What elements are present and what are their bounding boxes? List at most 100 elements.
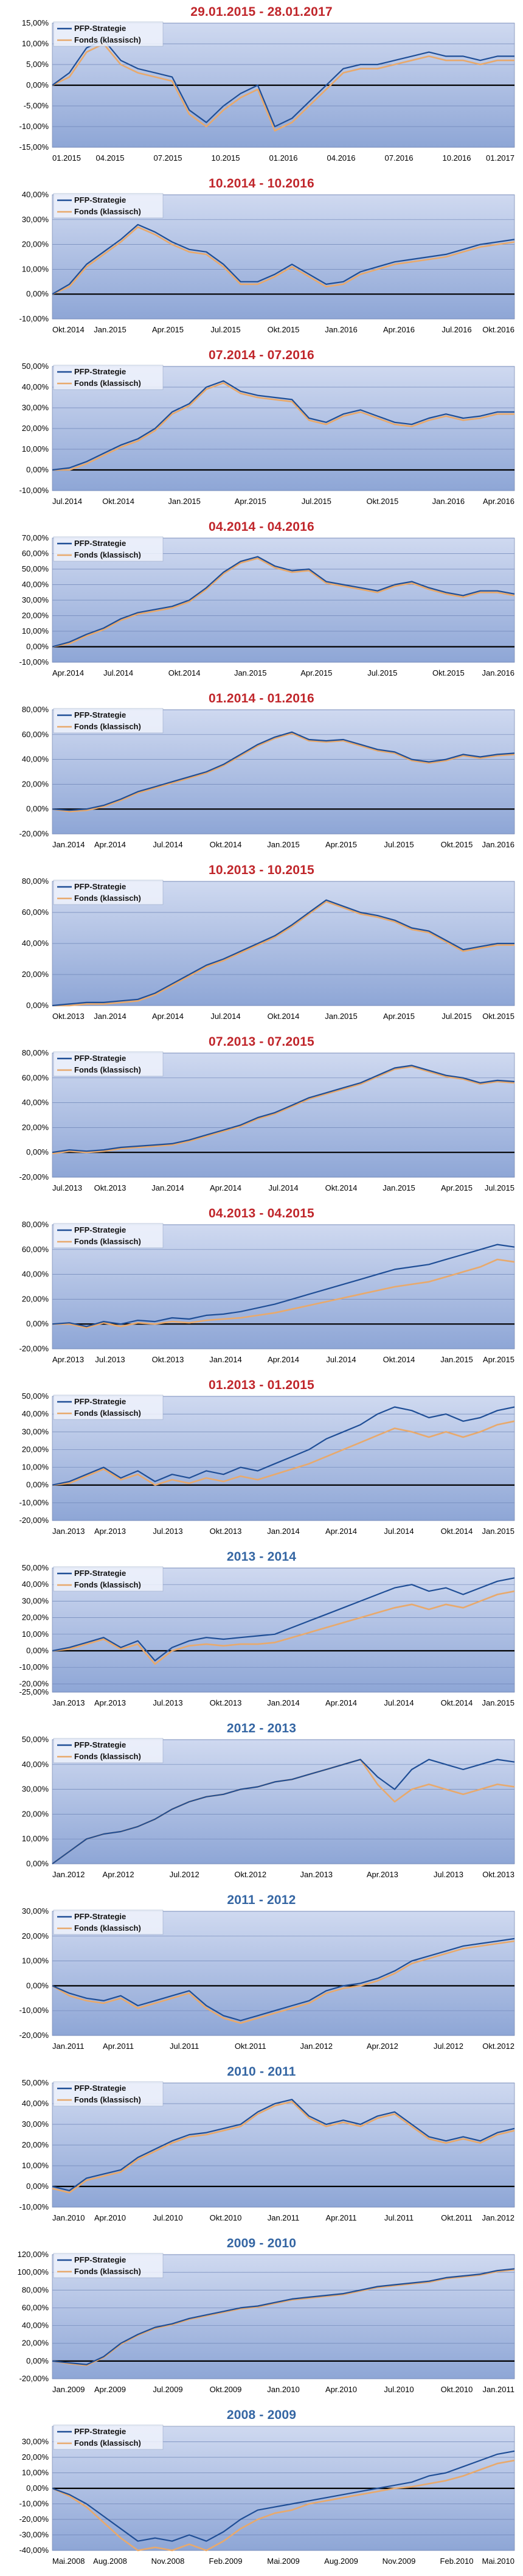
chart-panel: 2009 - 2010 120,00% 100,00% 80,00% 60,00% 40,…	[0, 2231, 523, 2403]
legend-label-fonds: Fonds (klassisch)	[74, 2267, 141, 2276]
x-tick-label: Jan.2011	[52, 2042, 85, 2051]
line-chart: 30,00% 20,00% 10,00% 0,00% -10,00% -20,00% -30…	[19, 2424, 515, 2566]
y-tick-label: 10,00%	[22, 2468, 49, 2477]
x-tick-label: Jul.2014	[384, 1698, 414, 1707]
legend: PFP-Strategie Fonds (klassisch)	[53, 1395, 164, 1420]
legend-label-pfp: PFP-Strategie	[74, 1912, 126, 1921]
x-tick-label: Apr.2015	[300, 668, 332, 677]
line-chart: 80,00%60,00%40,00%20,00%0,00%-20,00%Jul.…	[19, 1048, 515, 1192]
x-tick-label: Jul.2016	[442, 325, 471, 334]
y-tick-label: -10,00%	[19, 1662, 49, 1671]
x-tick-label: Okt.2013	[210, 1698, 242, 1707]
y-tick-label: -40,00%	[19, 2546, 49, 2555]
y-tick-label: 30,00%	[22, 215, 49, 224]
chart-title: 2008 - 2009	[226, 2408, 297, 2422]
x-tick-label: Jul.2014	[326, 1355, 356, 1364]
x-tick-label: Apr.2013	[94, 1527, 126, 1536]
line-chart: 80,00% 60,00% 40,00% 20,00% 0,00%Okt.2013 Jan…	[22, 877, 515, 1021]
x-tick-label: Jan.2015	[267, 840, 300, 849]
x-tick-label: Jul.2015	[485, 1183, 514, 1192]
y-tick-label: 20,00%	[22, 1809, 49, 1818]
chart-title: 07.2013 - 07.2015	[209, 1035, 314, 1049]
pfp-series-line	[52, 2450, 515, 2542]
y-tick-label: 30,00%	[22, 595, 49, 604]
y-tick-label: 20,00%	[22, 611, 49, 620]
x-tick-label: Jan.2013	[300, 1870, 333, 1879]
y-tick-label: -5,00%	[24, 101, 49, 110]
y-tick-label: 10,00%	[22, 626, 49, 635]
y-tick-label: 30,00%	[22, 1427, 49, 1436]
chart-panel: 10.2013 - 10.2015 80,00% 60,00% 40,00% 20,00…	[0, 858, 523, 1030]
x-tick-label: Jan.2014	[151, 1183, 184, 1192]
pfp-series-line	[52, 731, 515, 811]
fonds-series-line	[52, 557, 515, 648]
x-tick-label: Jul.2012	[170, 1870, 199, 1879]
y-tick-label: 0,00%	[26, 1859, 49, 1868]
x-tick-label: Okt.2014	[441, 1527, 473, 1536]
x-tick-label: Jan.2014	[209, 1355, 242, 1364]
fonds-series-line	[52, 382, 514, 471]
x-tick-label: Apr.2014	[152, 1012, 184, 1021]
chart-panel: 2010 - 2011 50,00% 40,00% 30,00% 20,00% 10,00…	[0, 2060, 523, 2231]
y-tick-label: 80,00%	[22, 2285, 49, 2294]
y-tick-label: 80,00%	[22, 877, 49, 886]
x-tick-label: Jul.2014	[103, 668, 133, 677]
x-tick-label: Jul.2014	[52, 497, 82, 506]
y-tick-label: 50,00%	[22, 2078, 49, 2087]
chart-title: 2010 - 2011	[227, 2065, 296, 2079]
y-tick-label: -20,00%	[19, 1172, 49, 1181]
y-tick-label: 0,00%	[26, 1147, 49, 1157]
x-tick-label: Jul.2013	[95, 1355, 125, 1364]
y-tick-label: 40,00%	[22, 1760, 49, 1769]
x-tick-label: 01.2015	[52, 153, 81, 163]
x-tick-label: Okt.2015	[432, 668, 465, 677]
legend-label-pfp: PFP-Strategie	[74, 539, 126, 548]
legend-label-pfp: PFP-Strategie	[74, 24, 126, 33]
y-tick-label: 0,00%	[26, 2356, 49, 2365]
x-tick-label: Feb.2009	[209, 2557, 243, 2566]
chart-title: 2012 - 2013	[226, 1721, 297, 1735]
x-tick-label: Jan.2010	[267, 2385, 300, 2394]
x-tick-label: Jan.2015	[383, 1183, 415, 1192]
x-tick-label: Okt.2014	[102, 497, 134, 506]
x-tick-label: Jan.2011	[268, 2213, 300, 2222]
y-tick-label: 40,00%	[22, 755, 49, 764]
x-tick-label: Jan.2014	[267, 1698, 300, 1707]
x-tick-label: Apr.2016	[383, 325, 415, 334]
x-tick-label: Jan.2015	[440, 1355, 473, 1364]
x-tick-label: Apr.2013	[52, 1355, 84, 1364]
chart-panel: 2012 - 2013 50,00% 40,00% 30,00% 20,00% 10,00…	[0, 1717, 523, 1888]
chart-title: 2013 - 2014	[226, 1550, 297, 1564]
fonds-series-line	[52, 2101, 515, 2194]
y-tick-label: 0,00%	[26, 80, 49, 89]
y-tick-label: -20,00%	[19, 2374, 49, 2383]
y-tick-label: 100,00%	[18, 2267, 49, 2277]
fonds-series-line	[52, 732, 515, 813]
x-tick-label: Okt.2014	[383, 1355, 415, 1364]
x-tick-label: Jan.2016	[482, 668, 515, 677]
x-tick-label: Apr.2015	[325, 840, 357, 849]
x-tick-label: Jul.2014	[210, 1012, 240, 1021]
pfp-series-line	[52, 2268, 515, 2365]
x-tick-label: Jul.2013	[153, 1527, 182, 1536]
legend-label-fonds: Fonds (klassisch)	[74, 550, 141, 559]
fonds-series-line	[52, 43, 514, 132]
x-tick-label: Okt.2015	[482, 1012, 514, 1021]
legend-label-fonds: Fonds (klassisch)	[74, 207, 141, 216]
y-tick-label: 50,00%	[22, 1735, 49, 1744]
chart-title: 10.2014 - 10.2016	[209, 177, 314, 191]
chart-panel: 07.2013 - 07.2015 80,00% 60,00% 40,00% 20,00…	[0, 1030, 523, 1202]
legend: PFP-Strategie Fonds (klassisch)	[53, 536, 164, 562]
y-tick-label: -10,00%	[19, 122, 49, 131]
legend-label-pfp: PFP-Strategie	[74, 195, 126, 205]
x-tick-label: Jul.2015	[302, 497, 331, 506]
y-tick-label: 20,00%	[22, 970, 49, 979]
y-tick-label: 60,00%	[22, 908, 49, 917]
y-tick-label: 40,00%	[22, 1580, 49, 1589]
x-tick-label: Okt.2009	[210, 2385, 242, 2394]
legend-label-pfp: PFP-Strategie	[74, 367, 126, 376]
x-tick-label: 10.2016	[443, 153, 471, 163]
pfp-series-line	[52, 1759, 515, 1864]
legend-label-fonds: Fonds (klassisch)	[74, 1580, 141, 1589]
x-tick-label: Apr.2012	[367, 2042, 398, 2051]
